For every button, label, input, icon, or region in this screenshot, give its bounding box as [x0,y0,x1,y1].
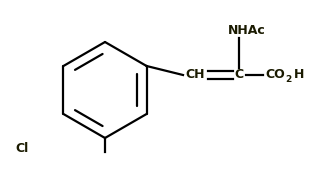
Text: C: C [234,69,243,81]
Text: CH: CH [185,69,204,81]
Text: CO: CO [265,69,285,81]
Text: NHAc: NHAc [228,24,266,37]
Text: 2: 2 [285,75,291,84]
Text: H: H [294,69,304,81]
Text: Cl: Cl [15,142,28,154]
